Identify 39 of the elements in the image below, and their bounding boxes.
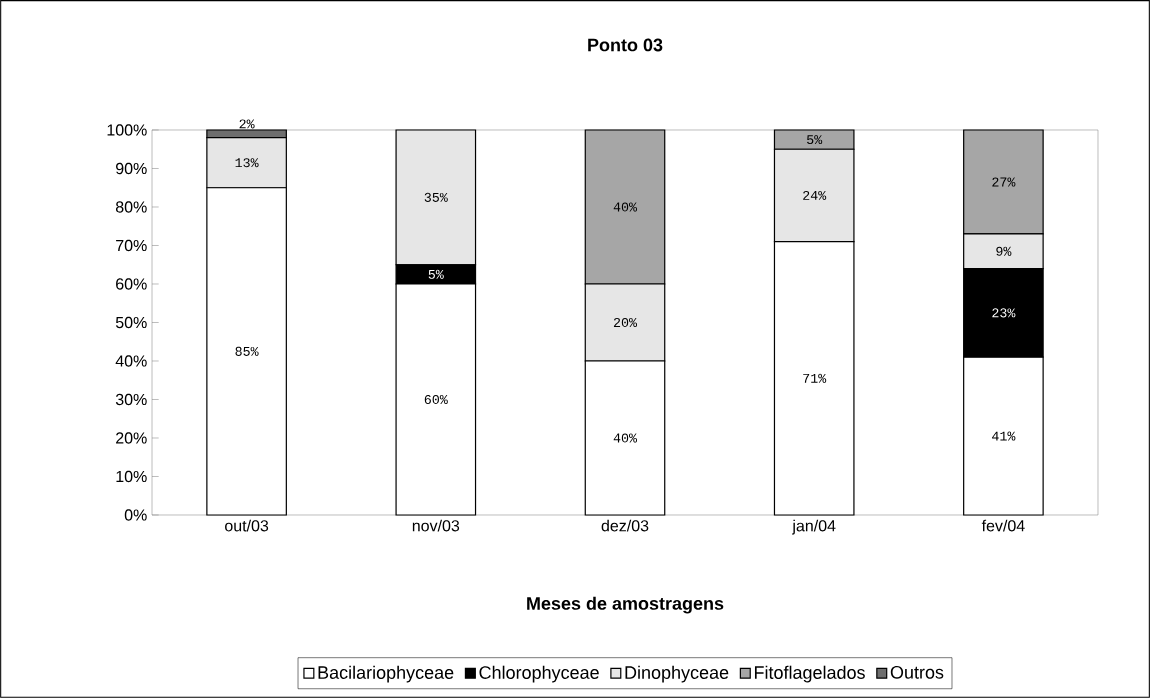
data-label: 40% bbox=[613, 202, 638, 212]
data-label: 24% bbox=[803, 190, 827, 200]
data-label: 5% bbox=[807, 135, 823, 145]
x-tick-label: out/03 bbox=[225, 519, 269, 532]
y-tick-label: 10% bbox=[116, 470, 147, 483]
legend-label: Outros bbox=[890, 665, 944, 679]
data-label: 2% bbox=[239, 119, 255, 129]
x-tick-label: dez/03 bbox=[601, 519, 649, 532]
y-tick-label: 0% bbox=[124, 509, 147, 521]
x-tick-label: jan/04 bbox=[792, 519, 836, 535]
data-label: 23% bbox=[992, 308, 1016, 318]
chart-title: Ponto 03 bbox=[588, 38, 663, 52]
y-tick-label: 40% bbox=[115, 355, 147, 367]
y-tick-label: 30% bbox=[115, 393, 147, 406]
legend-label: Bacilariophyceae bbox=[318, 665, 454, 683]
data-label: 60% bbox=[424, 394, 448, 404]
legend-label: Dinophyceae bbox=[625, 665, 729, 683]
y-tick-label: 80% bbox=[115, 201, 147, 213]
data-label: 27% bbox=[992, 177, 1016, 187]
data-label: 41% bbox=[992, 431, 1016, 441]
y-tick-label: 60% bbox=[116, 278, 147, 290]
legend-label: Fitoflagelados bbox=[754, 665, 865, 683]
y-tick-label: 100% bbox=[107, 124, 147, 136]
legend-label: Chlorophyceae bbox=[479, 665, 599, 683]
x-axis-title: Meses de amostragens bbox=[527, 596, 724, 614]
data-label: 5% bbox=[428, 269, 444, 279]
y-tick-label: 70% bbox=[116, 239, 147, 252]
data-label: 13% bbox=[235, 158, 259, 168]
y-tick-label: 50% bbox=[115, 316, 147, 329]
data-label: 85% bbox=[235, 346, 259, 356]
data-label: 40% bbox=[613, 433, 638, 443]
data-label: 71% bbox=[803, 373, 827, 383]
x-tick-label: fev/04 bbox=[981, 519, 1025, 532]
x-tick-label: nov/03 bbox=[412, 519, 460, 532]
y-tick-label: 20% bbox=[116, 432, 147, 444]
data-label: 35% bbox=[424, 192, 448, 202]
data-label: 20% bbox=[613, 317, 638, 327]
y-tick-label: 90% bbox=[116, 162, 147, 175]
data-label: 9% bbox=[996, 246, 1012, 256]
